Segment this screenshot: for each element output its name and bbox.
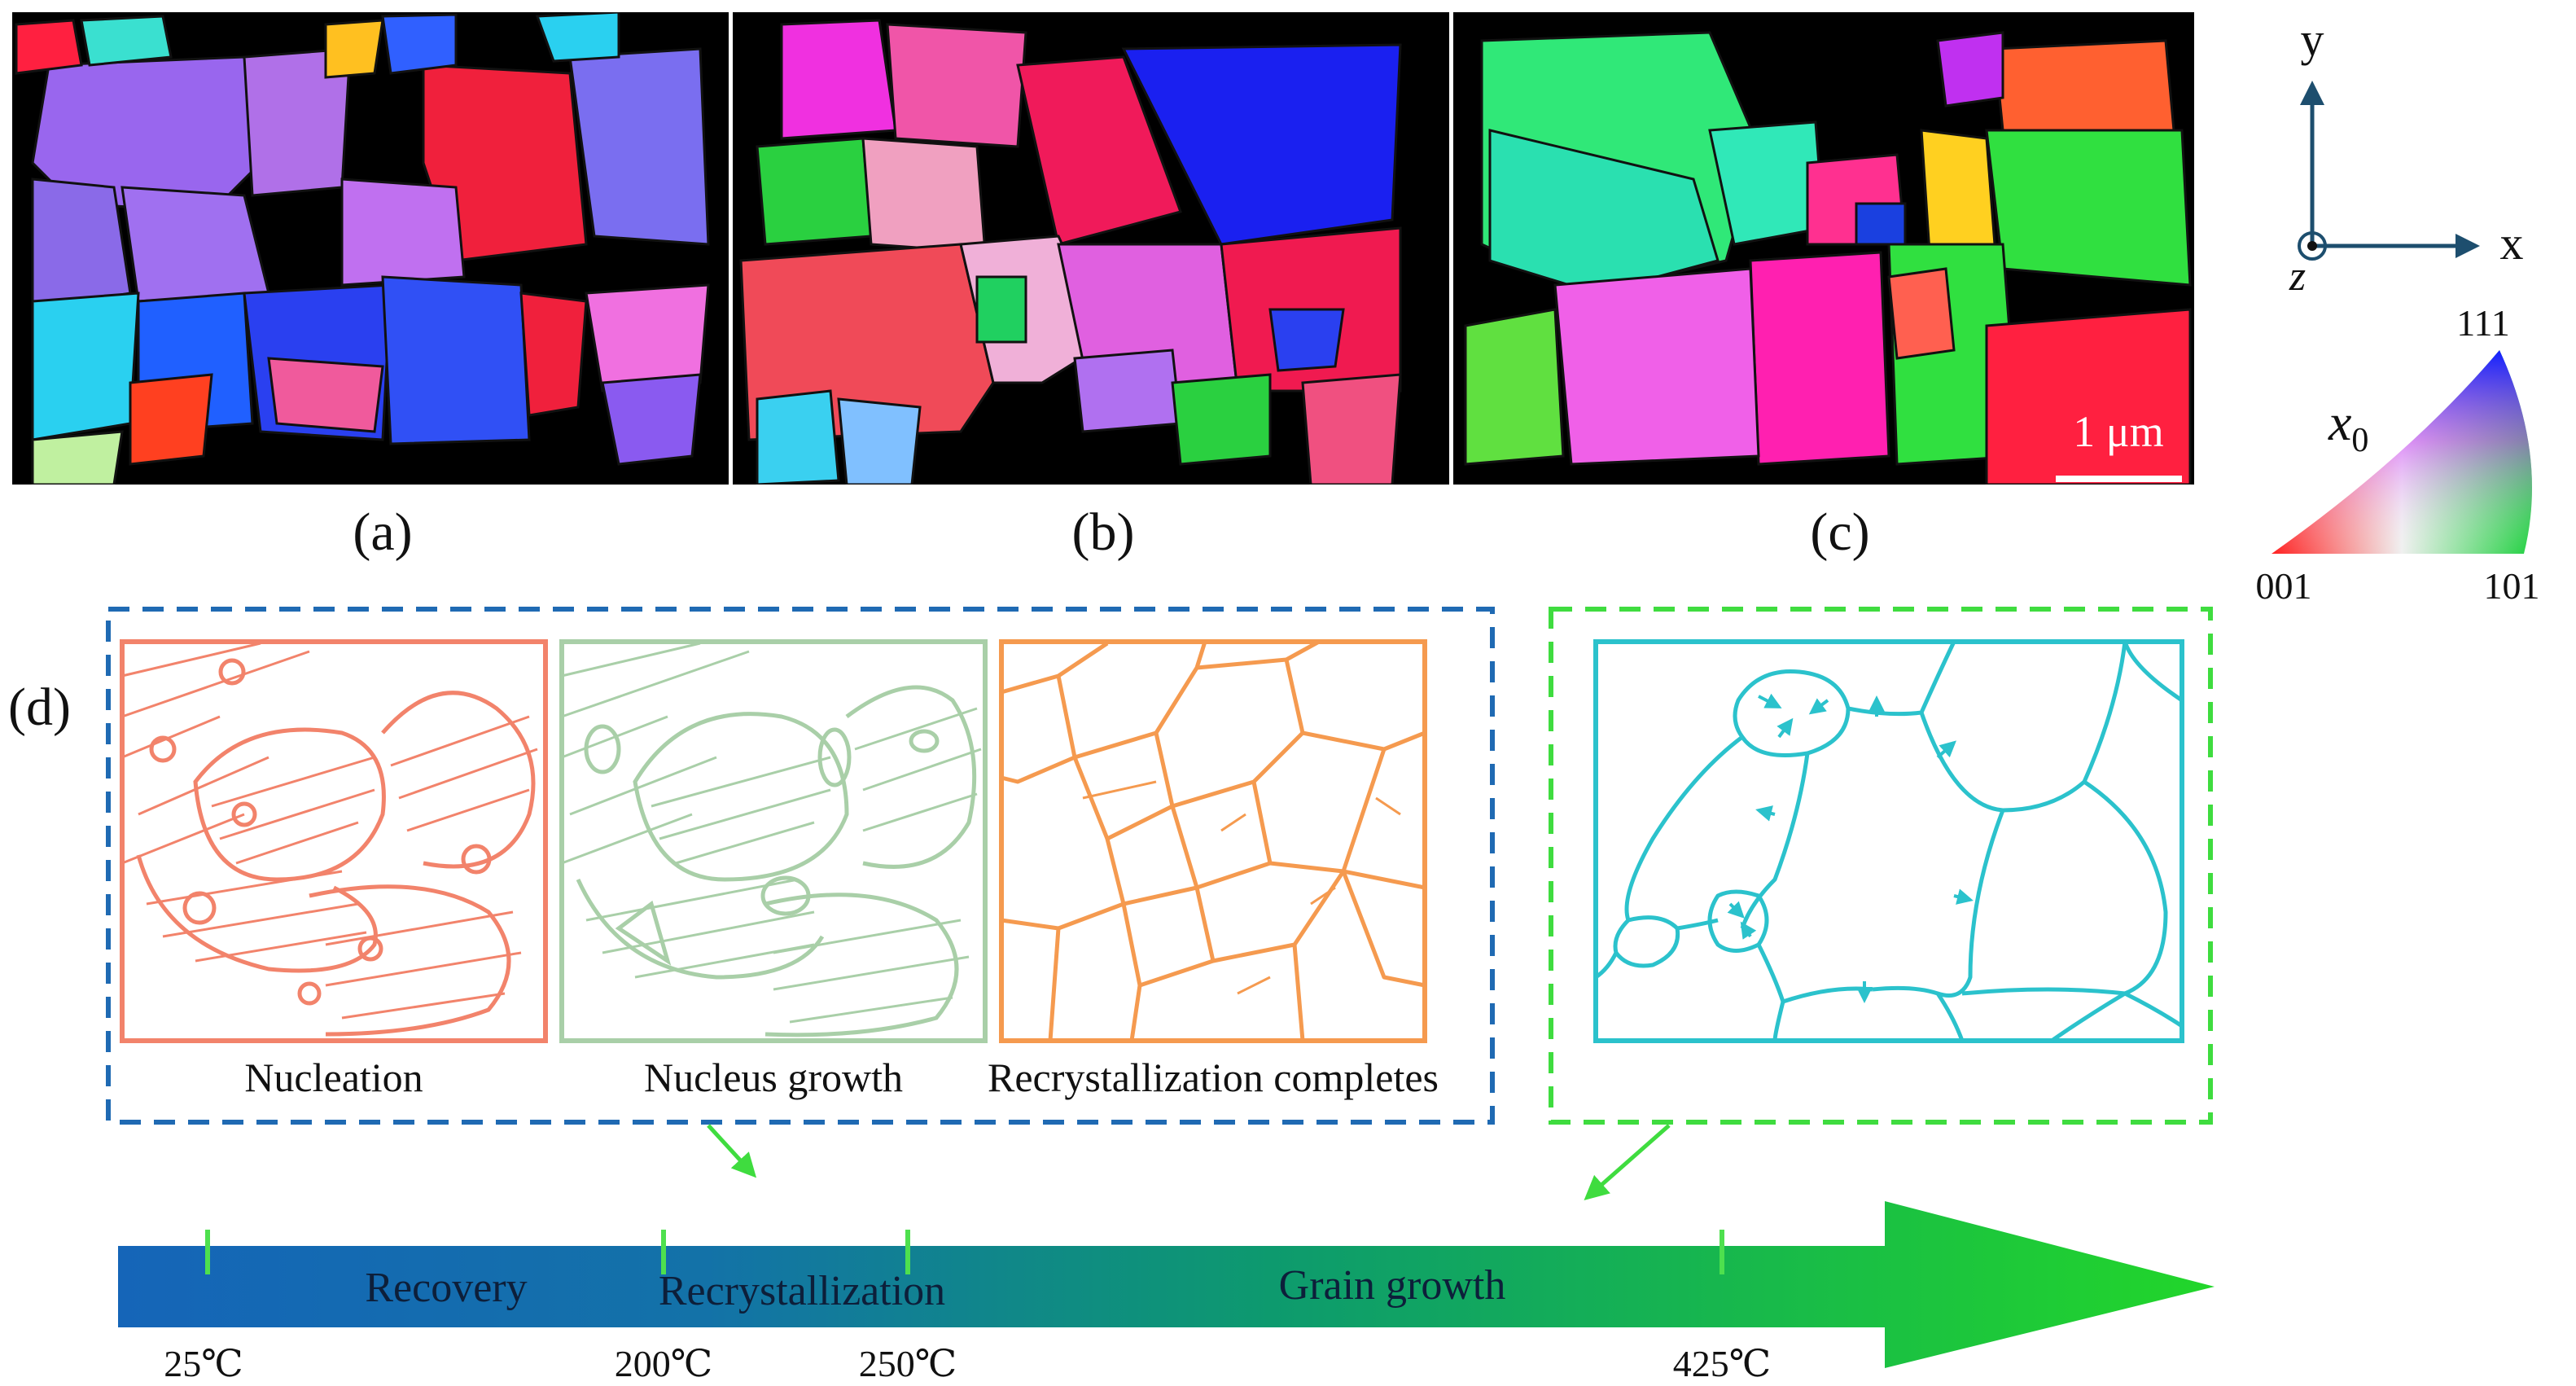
axis-label-y: y: [2301, 13, 2324, 66]
ipf-label-001: 001: [2256, 565, 2312, 607]
ipf-symbol-subscript: 0: [2351, 422, 2368, 459]
ipf-label-111: 111: [2456, 302, 2510, 344]
recrystallization-complete-schematic: Recrystallization completes: [988, 639, 1439, 1100]
temp-label-25: 25℃: [164, 1343, 243, 1384]
temp-label-200: 200℃: [615, 1343, 712, 1384]
nucleation-schematic: Nucleation: [120, 639, 548, 1100]
panel-label-c: (c): [1810, 502, 1869, 562]
connector-arrow-grain-growth: [1584, 1124, 1671, 1200]
ebsd-map-a: [12, 12, 729, 485]
panel-label-a: (a): [353, 502, 412, 562]
phase-label-grain-growth: Grain growth: [1279, 1262, 1506, 1309]
recrystallization-stages-box: [106, 607, 1495, 1125]
temp-label-425: 425℃: [1673, 1343, 1771, 1384]
temperature-timeline: Recovery Recrystallization Grain growth …: [118, 1201, 2215, 1384]
ebsd-map-c: 1 μm: [1453, 12, 2194, 485]
axis-label-z: z: [2289, 253, 2306, 300]
stage-label-recrystallization-completes: Recrystallization completes: [988, 1055, 1439, 1100]
coordinate-axes: y x z: [2289, 13, 2524, 300]
temp-label-250: 250℃: [859, 1343, 957, 1384]
panel-label-b: (b): [1072, 502, 1135, 562]
z-axis-out-of-plane-icon: [2298, 231, 2327, 261]
stage-label-nucleus-growth: Nucleus growth: [644, 1055, 903, 1100]
ipf-label-101: 101: [2484, 565, 2540, 607]
ipf-symbol-main: x: [2328, 393, 2351, 451]
scale-bar-label: 1 μm: [2073, 407, 2163, 456]
timeline-arrow: [118, 1201, 2215, 1368]
connector-arrow-recrystallization: [707, 1124, 757, 1178]
panel-label-d: (d): [8, 678, 71, 737]
grain-growth-schematic: [1593, 639, 2184, 1043]
ipf-symbol: x0: [2328, 393, 2368, 459]
nucleus-growth-schematic: Nucleus growth: [559, 639, 988, 1100]
grain-growth-box: [1549, 607, 2213, 1125]
axis-label-x: x: [2500, 217, 2524, 270]
stage-label-nucleation: Nucleation: [244, 1055, 423, 1100]
phase-label-recovery: Recovery: [365, 1265, 527, 1311]
phase-label-recrystallization: Recrystallization: [659, 1268, 945, 1314]
ebsd-map-b: [733, 12, 1449, 485]
ipf-color-key: 111 001 101 x0: [2256, 302, 2540, 607]
